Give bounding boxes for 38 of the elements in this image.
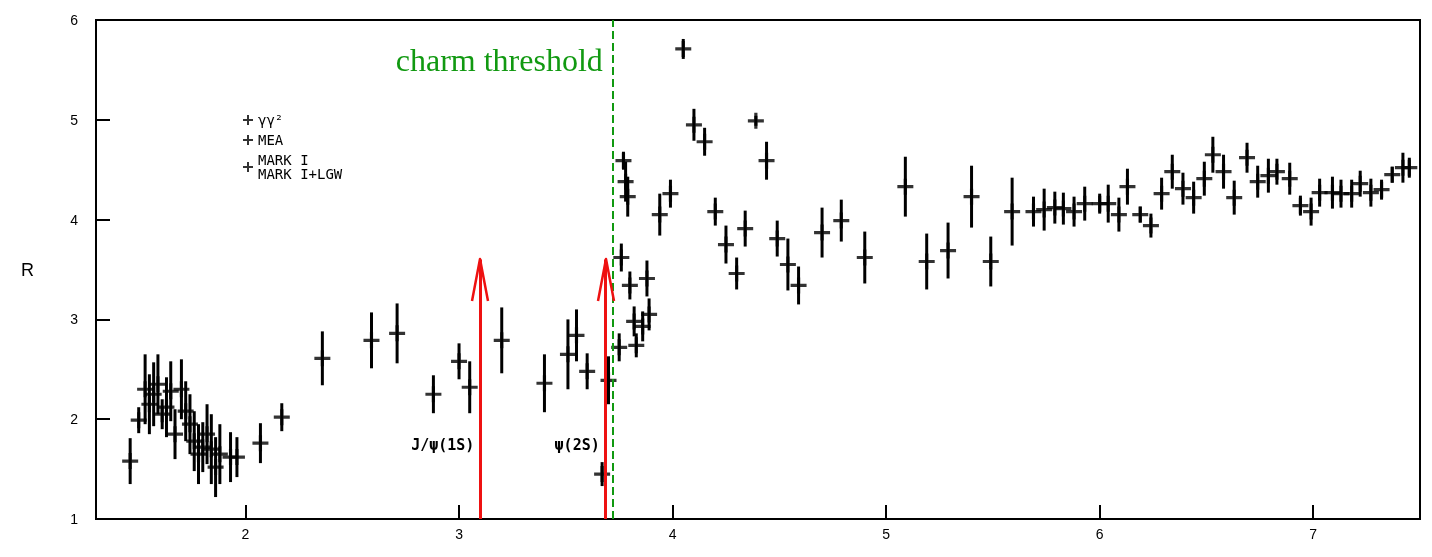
legend-label: MEA [258, 132, 284, 148]
point [389, 325, 406, 342]
point [207, 459, 224, 476]
legend-label: γγ² [258, 112, 284, 128]
y-tick-label: 6 [70, 12, 79, 28]
point [273, 409, 290, 426]
point [141, 396, 158, 413]
x-tick-label: 5 [882, 526, 891, 542]
point [173, 381, 190, 398]
x-tick-label: 4 [668, 526, 677, 542]
x-tick-label: 3 [455, 526, 464, 542]
ref-line-label: charm threshold [395, 42, 603, 78]
point [181, 416, 198, 433]
x-tick-label: 7 [1309, 526, 1318, 542]
y-tick-label: 1 [70, 511, 79, 527]
x-tick-label: 2 [241, 526, 250, 542]
point [363, 332, 380, 349]
point [252, 435, 269, 452]
point [145, 386, 162, 403]
y-axis-title: R [21, 259, 34, 280]
x-tick-label: 6 [1095, 526, 1104, 542]
y-tick-label: 5 [70, 111, 79, 128]
ref-line-label: ψ(2S) [554, 436, 600, 454]
point [211, 446, 228, 463]
y-tick-label: 4 [70, 211, 79, 228]
point [130, 412, 147, 429]
point [425, 386, 442, 403]
point [167, 426, 184, 443]
y-tick-label: 3 [70, 311, 79, 328]
point [149, 376, 166, 393]
point [199, 426, 216, 443]
point [314, 350, 331, 367]
ref-line-label: J/ψ(1S) [411, 436, 475, 454]
point [177, 403, 194, 420]
y-tick-label: 2 [70, 411, 79, 428]
point [122, 453, 139, 470]
point [158, 399, 175, 416]
legend-label: MARK I MARK I+LGW [258, 152, 343, 182]
